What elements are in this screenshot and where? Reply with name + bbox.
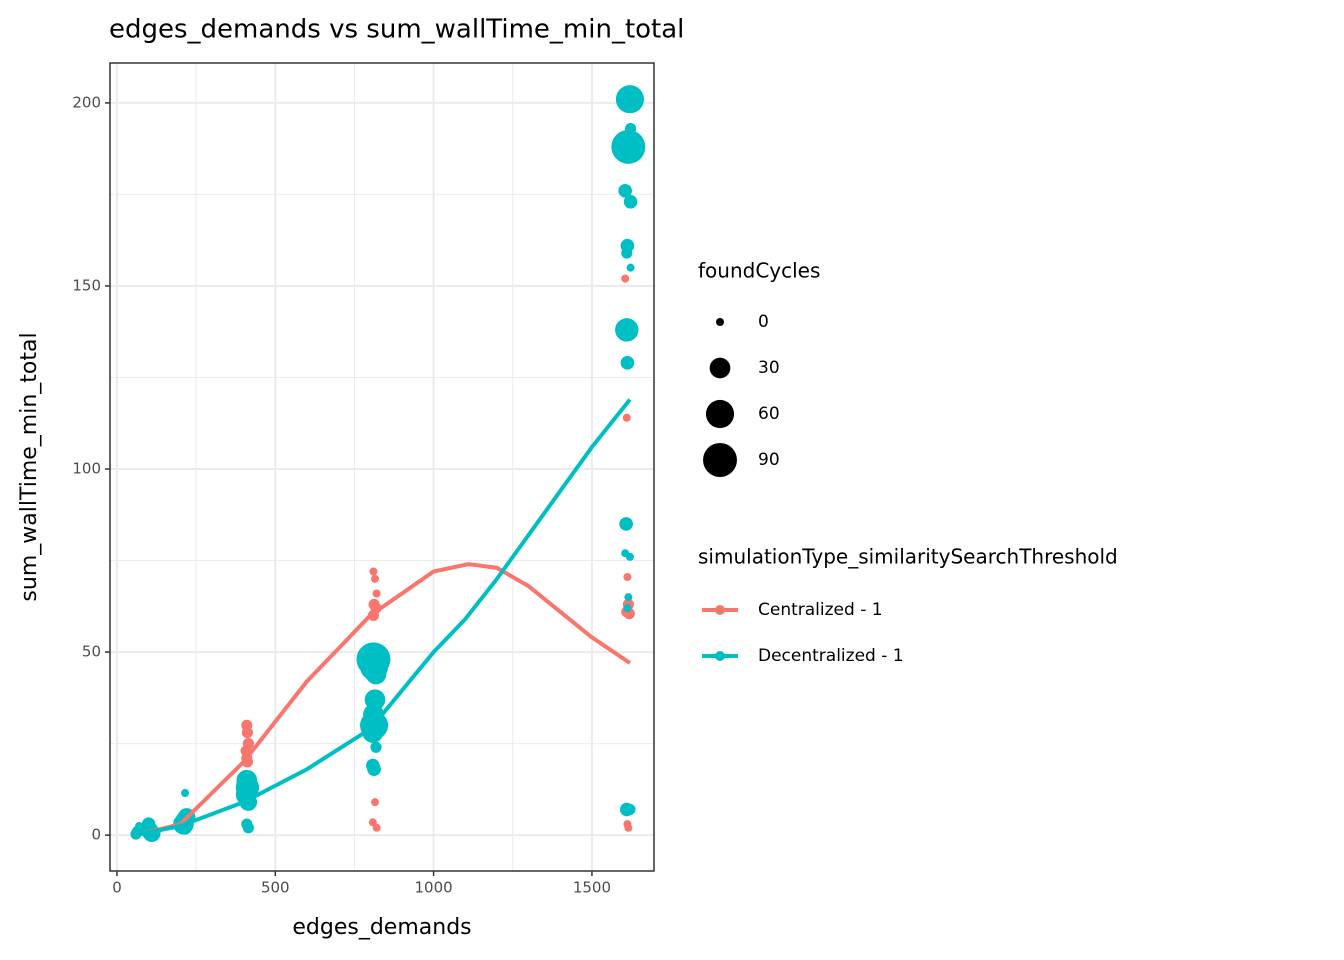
point	[242, 822, 254, 834]
smooth-line	[135, 398, 632, 838]
point	[362, 722, 384, 743]
point	[372, 589, 381, 598]
point	[611, 129, 646, 164]
point	[621, 274, 630, 283]
point	[181, 789, 190, 798]
plot-border	[109, 62, 655, 872]
size-legend-key	[703, 443, 737, 477]
point	[615, 318, 639, 342]
y-tick-label: 200	[72, 93, 101, 111]
point	[624, 803, 636, 816]
size-legend-label: 30	[758, 358, 780, 378]
legend-label: Decentralized - 1	[758, 646, 904, 666]
point	[625, 552, 634, 561]
y-axis-label: sum_wallTime_min_total	[17, 332, 42, 601]
legend-dot	[715, 651, 725, 661]
point	[367, 762, 381, 777]
point	[622, 413, 631, 422]
point	[372, 823, 381, 832]
x-axis-label: edges_demands	[292, 915, 471, 940]
point	[623, 194, 638, 209]
size-legend-title: foundCycles	[698, 259, 820, 283]
x-tick-label: 0	[112, 879, 122, 897]
size-legend-label: 60	[758, 404, 780, 424]
legend-dot	[715, 605, 725, 615]
point	[135, 821, 144, 830]
color-legend-title: simulationType_similaritySearchThreshold	[698, 545, 1118, 569]
point	[365, 663, 387, 685]
point	[626, 263, 635, 272]
point	[621, 247, 633, 259]
point	[618, 183, 632, 198]
legend-label: Centralized - 1	[758, 600, 883, 620]
point	[241, 727, 254, 739]
x-tick-label: 500	[261, 879, 290, 897]
point	[615, 85, 644, 114]
point	[624, 823, 633, 832]
point	[623, 604, 632, 613]
point	[371, 574, 380, 583]
y-tick-label: 50	[82, 643, 101, 661]
point	[620, 356, 635, 370]
point	[624, 593, 633, 602]
size-legend-key	[709, 357, 731, 379]
size-legend-label: 0	[758, 312, 769, 332]
x-tick-label: 1000	[415, 879, 453, 897]
size-legend-key	[705, 399, 735, 429]
size-legend-key	[716, 318, 724, 326]
y-tick-label: 0	[91, 826, 101, 844]
smooth-line	[135, 562, 632, 838]
point	[623, 573, 632, 582]
point	[371, 798, 380, 807]
size-legend-label: 90	[758, 450, 780, 470]
point	[369, 567, 378, 576]
y-tick-label: 100	[72, 460, 101, 478]
y-tick-label: 150	[72, 276, 101, 294]
x-tick-label: 1500	[573, 879, 611, 897]
point	[619, 517, 633, 531]
point	[370, 741, 382, 753]
chart-title: edges_demands vs sum_wallTime_min_total	[109, 15, 684, 45]
